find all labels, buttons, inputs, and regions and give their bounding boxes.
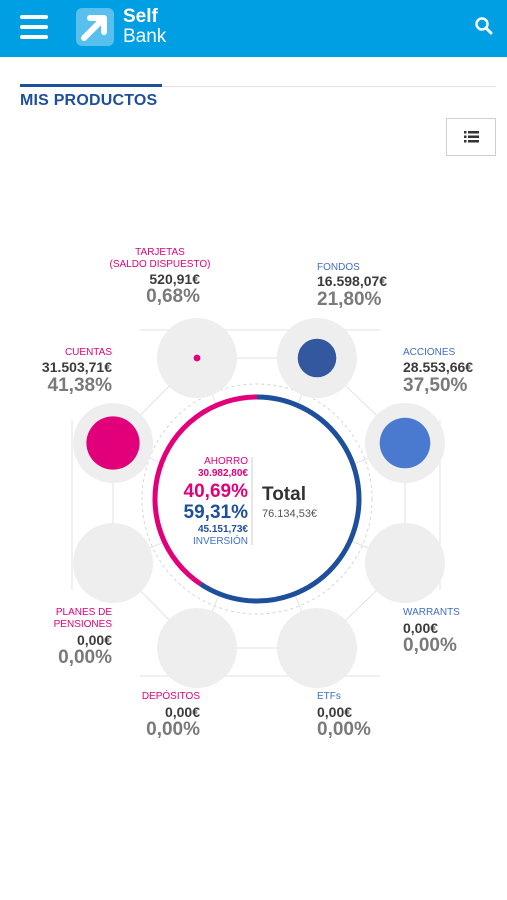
- ahorro-percent: 40,69%: [183, 481, 248, 502]
- acciones-percent: 37,50%: [403, 375, 468, 396]
- depositos-value: 0,00€: [164, 704, 200, 720]
- logo-arrow-icon: [76, 8, 114, 46]
- section-divider: [20, 86, 496, 87]
- depositos-label: DEPÓSITOS: [141, 691, 200, 702]
- top-app-bar: Self Bank: [0, 0, 507, 57]
- ring-inversion-arc: [199, 394, 362, 604]
- cuentas-percent: 41,38%: [47, 375, 112, 396]
- section-accent-bar: [20, 84, 162, 87]
- tarjetas-percent: 0,68%: [146, 286, 200, 307]
- hamburger-menu-icon[interactable]: [18, 13, 50, 41]
- bubble-bg-warrants: [365, 523, 445, 603]
- page-title: MIS PRODUCTOS: [20, 92, 158, 109]
- depositos-percent: 0,00%: [146, 719, 200, 740]
- bubble-bg-depositos: [157, 608, 237, 688]
- warrants-value: 0,00€: [403, 620, 439, 636]
- tarjetas-value: 520,91€: [149, 271, 200, 287]
- warrants-percent: 0,00%: [403, 635, 457, 656]
- cuentas-label: CUENTAS: [64, 347, 112, 358]
- logo-bank: Bank: [123, 26, 167, 47]
- inversion-percent: 59,31%: [183, 502, 248, 523]
- bubble-bg-etfs: [277, 608, 357, 688]
- warrants-label: WARRANTS: [403, 607, 460, 618]
- bubble-cuentas: [86, 416, 140, 470]
- fondos-label: FONDOS: [317, 262, 360, 273]
- cuentas-value: 31.503,71€: [41, 359, 112, 375]
- etfs-percent: 0,00%: [317, 719, 371, 740]
- ahorro-amount: 30.982,80€: [197, 468, 248, 479]
- acciones-label: ACCIONES: [403, 347, 456, 358]
- ring-ahorro-arc: [152, 394, 258, 587]
- total-value: 76.134,53€: [262, 508, 318, 520]
- bubble-fondos: [297, 338, 337, 378]
- tarjetas-sublabel: (SALDO DISPUESTO): [109, 259, 211, 270]
- planes-label: PLANES DE: [55, 607, 112, 618]
- total-label: Total: [262, 484, 306, 505]
- etfs-value: 0,00€: [317, 704, 353, 720]
- center-disc: [155, 397, 359, 601]
- inversion-label: INVERSIÓN: [192, 536, 248, 547]
- search-icon[interactable]: [470, 12, 498, 40]
- outer-dashed-ring: [141, 383, 373, 615]
- acciones-value: 28.553,66€: [403, 359, 474, 375]
- tarjetas-label: TARJETAS: [135, 247, 185, 258]
- etfs-label: ETFs: [317, 691, 341, 702]
- planes-sublabel: PENSIONES: [53, 619, 112, 630]
- fondos-value: 16.598,07€: [317, 273, 388, 289]
- bubble-bg-planes: [73, 523, 153, 603]
- list-icon: [464, 131, 479, 143]
- bubble-tarjetas: [193, 354, 201, 362]
- ahorro-label: AHORRO: [204, 456, 248, 467]
- bubble-acciones: [379, 417, 431, 469]
- logo-self: Self: [123, 6, 158, 27]
- fondos-percent: 21,80%: [317, 289, 382, 310]
- inversion-amount: 45.151,73€: [197, 524, 248, 535]
- self-bank-logo[interactable]: Self Bank: [74, 6, 194, 48]
- planes-value: 0,00€: [76, 632, 112, 648]
- planes-percent: 0,00%: [58, 647, 112, 668]
- list-view-button[interactable]: [446, 118, 496, 156]
